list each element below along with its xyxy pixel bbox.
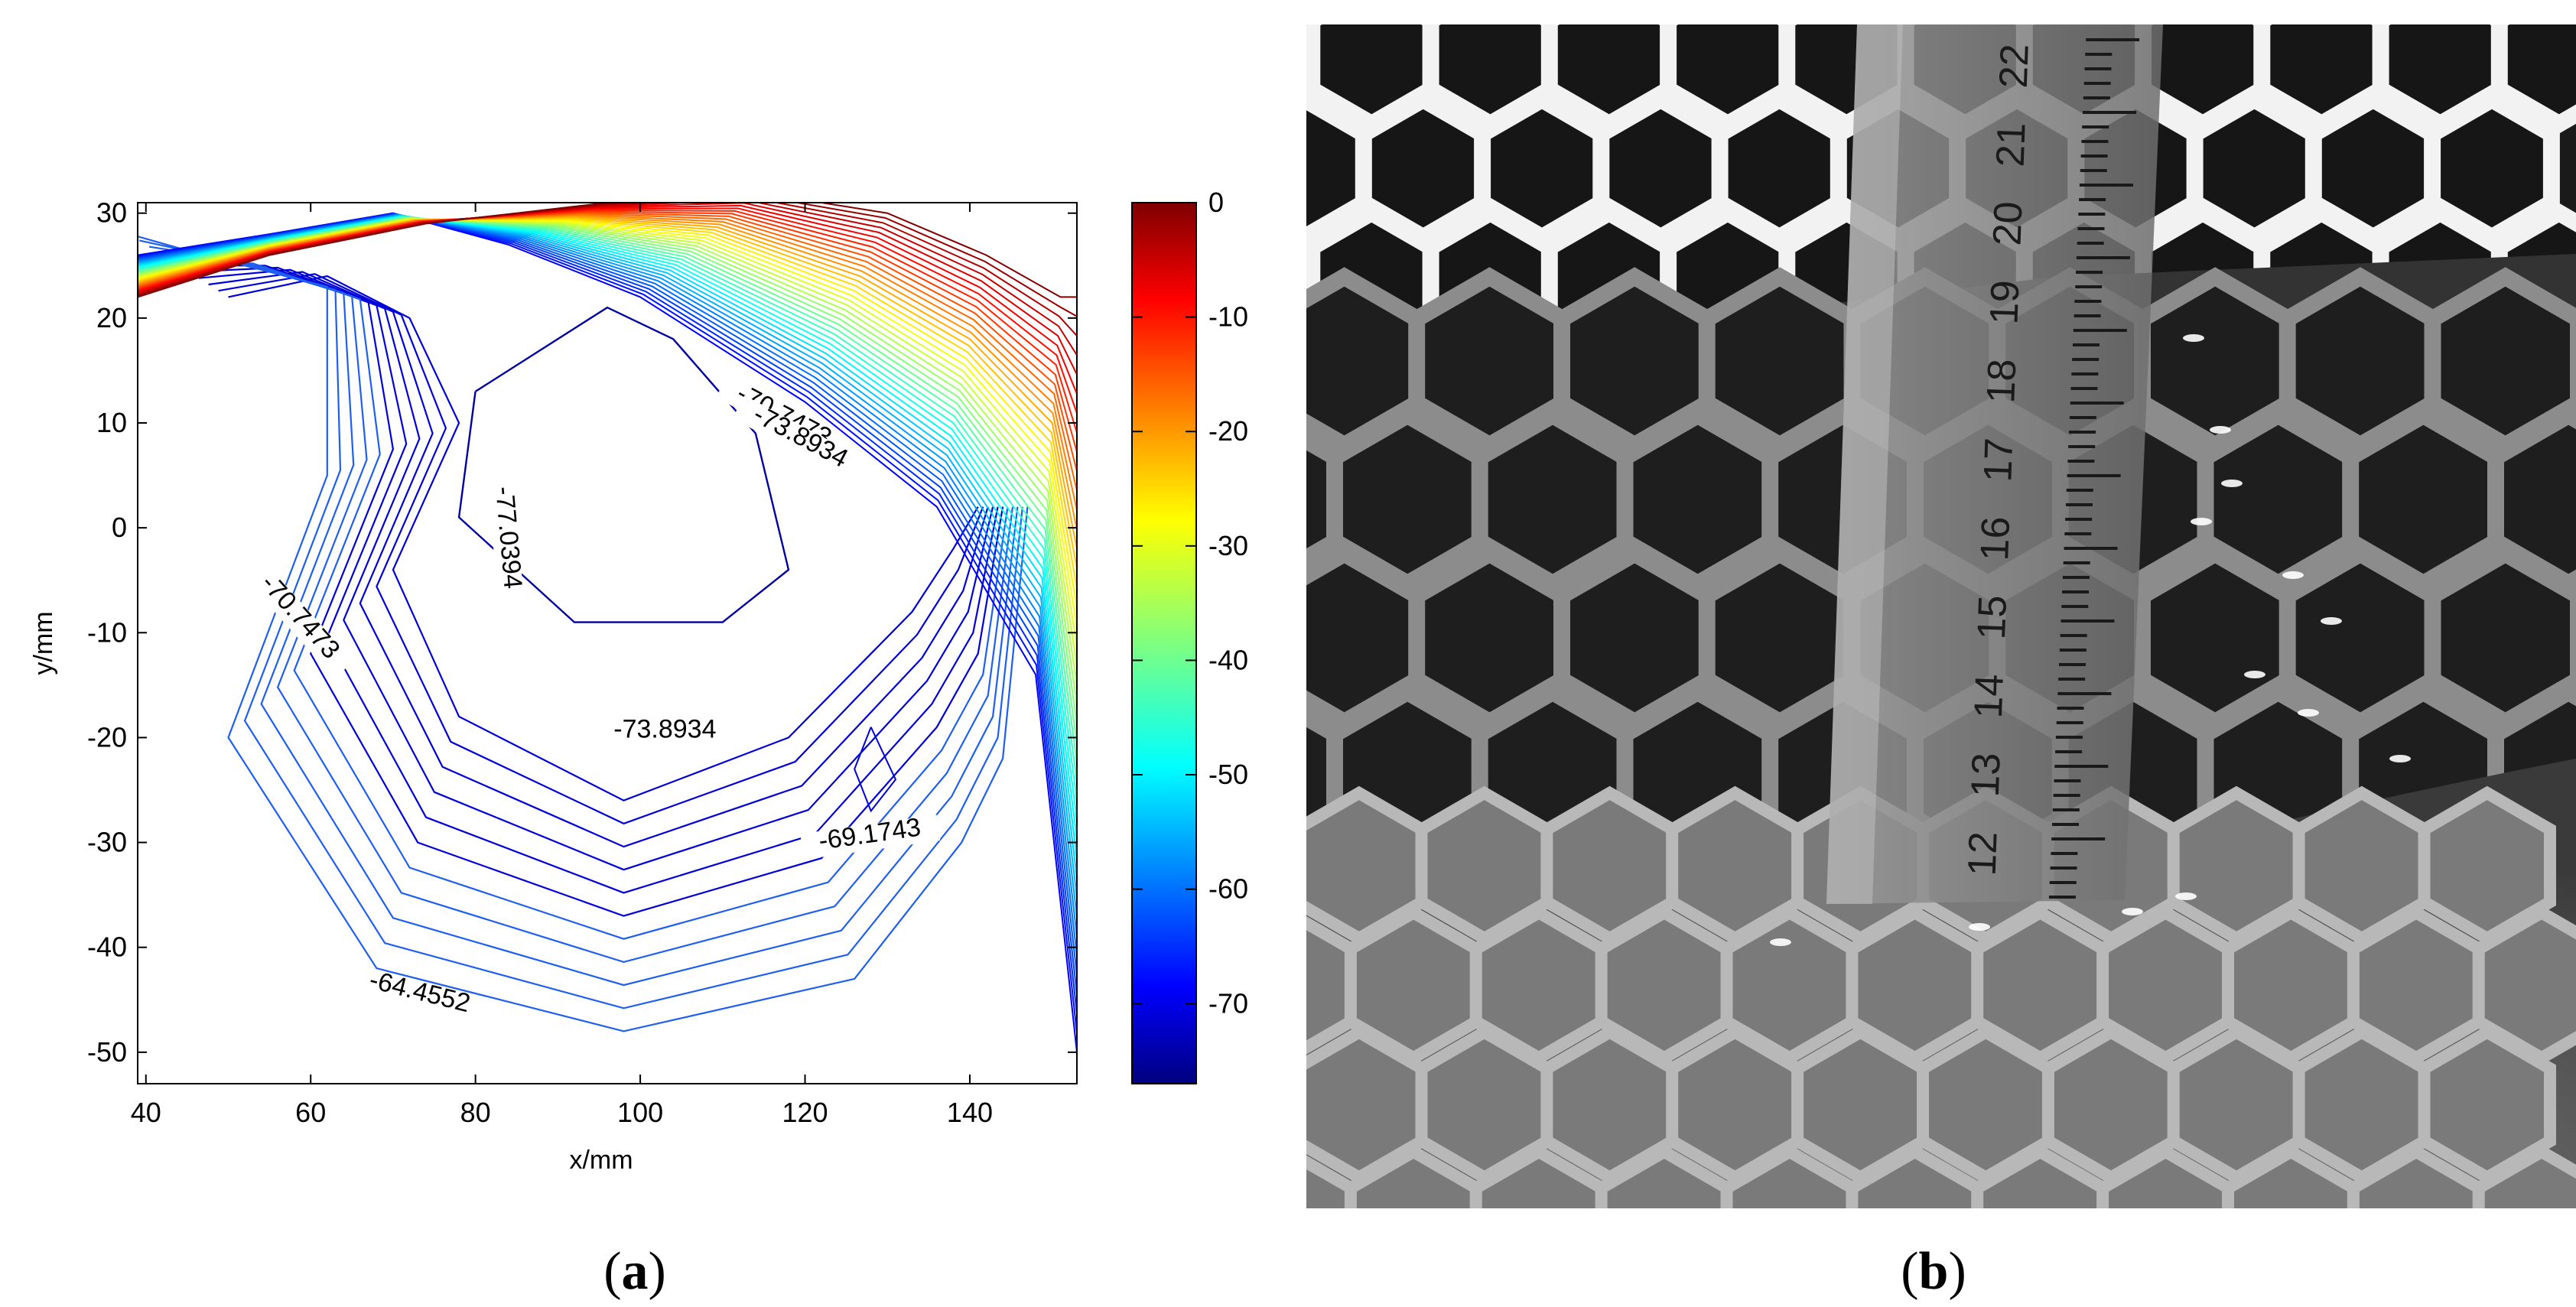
ruler: 22 21 20 19 18 17 16 15 14 13 12: [1826, 24, 2163, 904]
ruler-number: 12: [1960, 831, 2006, 876]
contour-label-bg: [349, 965, 490, 1024]
sparkle: [2183, 334, 2204, 342]
contour-line: [208, 271, 989, 848]
sparkle: [2210, 426, 2231, 434]
specimen-photo: 22 21 20 19 18 17 16 15 14 13 12: [1306, 24, 2576, 1208]
ruler-number: 19: [1982, 279, 2028, 325]
y-tick-label: -20: [87, 721, 127, 753]
honeycomb-cell: [1595, 1144, 1734, 1208]
ruler-number: 16: [1973, 515, 2018, 561]
y-tick-label: -50: [87, 1036, 127, 1068]
contour-line: [854, 727, 897, 813]
honeycomb-cell: [1306, 24, 1321, 103]
sparkle: [2244, 671, 2265, 678]
x-axis-label: x/mm: [569, 1146, 633, 1175]
honeycomb-cell: [2222, 1144, 2360, 1208]
plot-frame: [137, 202, 1078, 1084]
plot-area: [138, 203, 1077, 1084]
y-tick-label: -10: [87, 616, 127, 648]
x-tick-label: 120: [782, 1097, 828, 1128]
colorbar-ticks: 0 -10 -20 -30 -40 -50 -60 -70: [1132, 187, 1248, 1019]
ruler-number: 18: [1979, 358, 2025, 404]
y-axis-ticks: 30 20 10 0 -10 -20 -30 -40 -50: [87, 197, 1077, 1068]
x-tick-label: 60: [295, 1097, 326, 1128]
y-tick-label: -30: [87, 827, 127, 858]
honeycomb-cell: [1469, 1144, 1608, 1208]
colorbar: [1131, 202, 1197, 1084]
honeycomb-cell: [1720, 1144, 1859, 1208]
sparkle: [2389, 755, 2411, 762]
honeycomb-cell: [1306, 915, 1358, 1055]
honeycomb-cell: [2096, 1144, 2235, 1208]
contour-label: -73.8934: [613, 714, 716, 743]
sparkle: [2191, 518, 2212, 525]
contour-label-bg: [486, 468, 525, 608]
ruler-number: 22: [1992, 43, 2038, 89]
x-tick-label: 140: [947, 1097, 993, 1128]
y-tick-label: 0: [112, 512, 127, 543]
y-tick-label: -40: [87, 931, 127, 963]
contour-lines: [138, 203, 1077, 1053]
honeycomb-cell: [2490, 24, 2576, 134]
ruler-number: 14: [1966, 673, 2012, 719]
contour-line: [218, 273, 984, 825]
sparkle: [1770, 938, 1791, 946]
colorbar-tick-label: -50: [1208, 759, 1248, 790]
sparkle: [1969, 923, 1990, 931]
sparkle: [2282, 571, 2304, 579]
colorbar-tick-label: -10: [1208, 301, 1248, 333]
colorbar-tick-label: -70: [1208, 987, 1248, 1019]
honeycomb-cell: [1971, 1144, 2109, 1208]
contour-line: [138, 203, 1077, 298]
sparkle: [2298, 709, 2319, 717]
contour-label-bg: [596, 719, 734, 746]
colorbar-tick-label: -60: [1208, 873, 1248, 905]
panel-a-caption: (a): [603, 1242, 666, 1301]
ruler-number: 15: [1969, 594, 2015, 640]
ruler-number: 13: [1963, 752, 2009, 798]
honeycomb-cell: [1306, 90, 1373, 246]
contour-line: [138, 236, 1029, 1032]
contour-label-bg: [242, 558, 354, 679]
sparkle: [2321, 617, 2342, 625]
panel-b-caption: (b): [1901, 1242, 1966, 1301]
honeycomb-cell: [1306, 1155, 1358, 1208]
contour-label-bg: [800, 814, 941, 860]
contour-line: [228, 275, 979, 801]
honeycomb-cell: [2347, 1144, 2486, 1208]
photo-panel: 22 21 20 19 18 17 16 15 14 13 12 (b): [1306, 24, 2576, 1301]
ruler-number: 21: [1989, 122, 2034, 167]
y-tick-label: 10: [96, 407, 127, 438]
y-tick-label: 20: [96, 302, 127, 333]
ruler-number: 17: [1976, 437, 2021, 483]
sparkle: [2175, 892, 2197, 900]
ruler-number: 20: [1986, 200, 2031, 246]
contour-plot-panel: -77.0394-70.7473-73.8934-69.1743-64.4552…: [29, 187, 1248, 1301]
y-tick-label: 30: [96, 197, 127, 229]
honeycomb-cell: [1344, 1144, 1483, 1208]
contour-label-bg: [732, 395, 867, 483]
x-tick-label: 80: [460, 1097, 491, 1128]
colorbar-tick-label: -30: [1208, 530, 1248, 561]
x-tick-label: 100: [617, 1097, 663, 1128]
y-axis-label: y/mm: [29, 611, 58, 675]
x-axis-ticks: 40 60 80 100 120 140: [131, 203, 993, 1128]
sparkle: [2122, 908, 2143, 915]
colorbar-tick-label: 0: [1208, 187, 1224, 218]
honeycomb-cell: [2472, 1144, 2576, 1208]
colorbar-tick-label: -40: [1208, 644, 1248, 675]
x-tick-label: 40: [131, 1097, 161, 1128]
colorbar-tick-label: -20: [1208, 415, 1248, 447]
sparkle: [2221, 480, 2243, 487]
